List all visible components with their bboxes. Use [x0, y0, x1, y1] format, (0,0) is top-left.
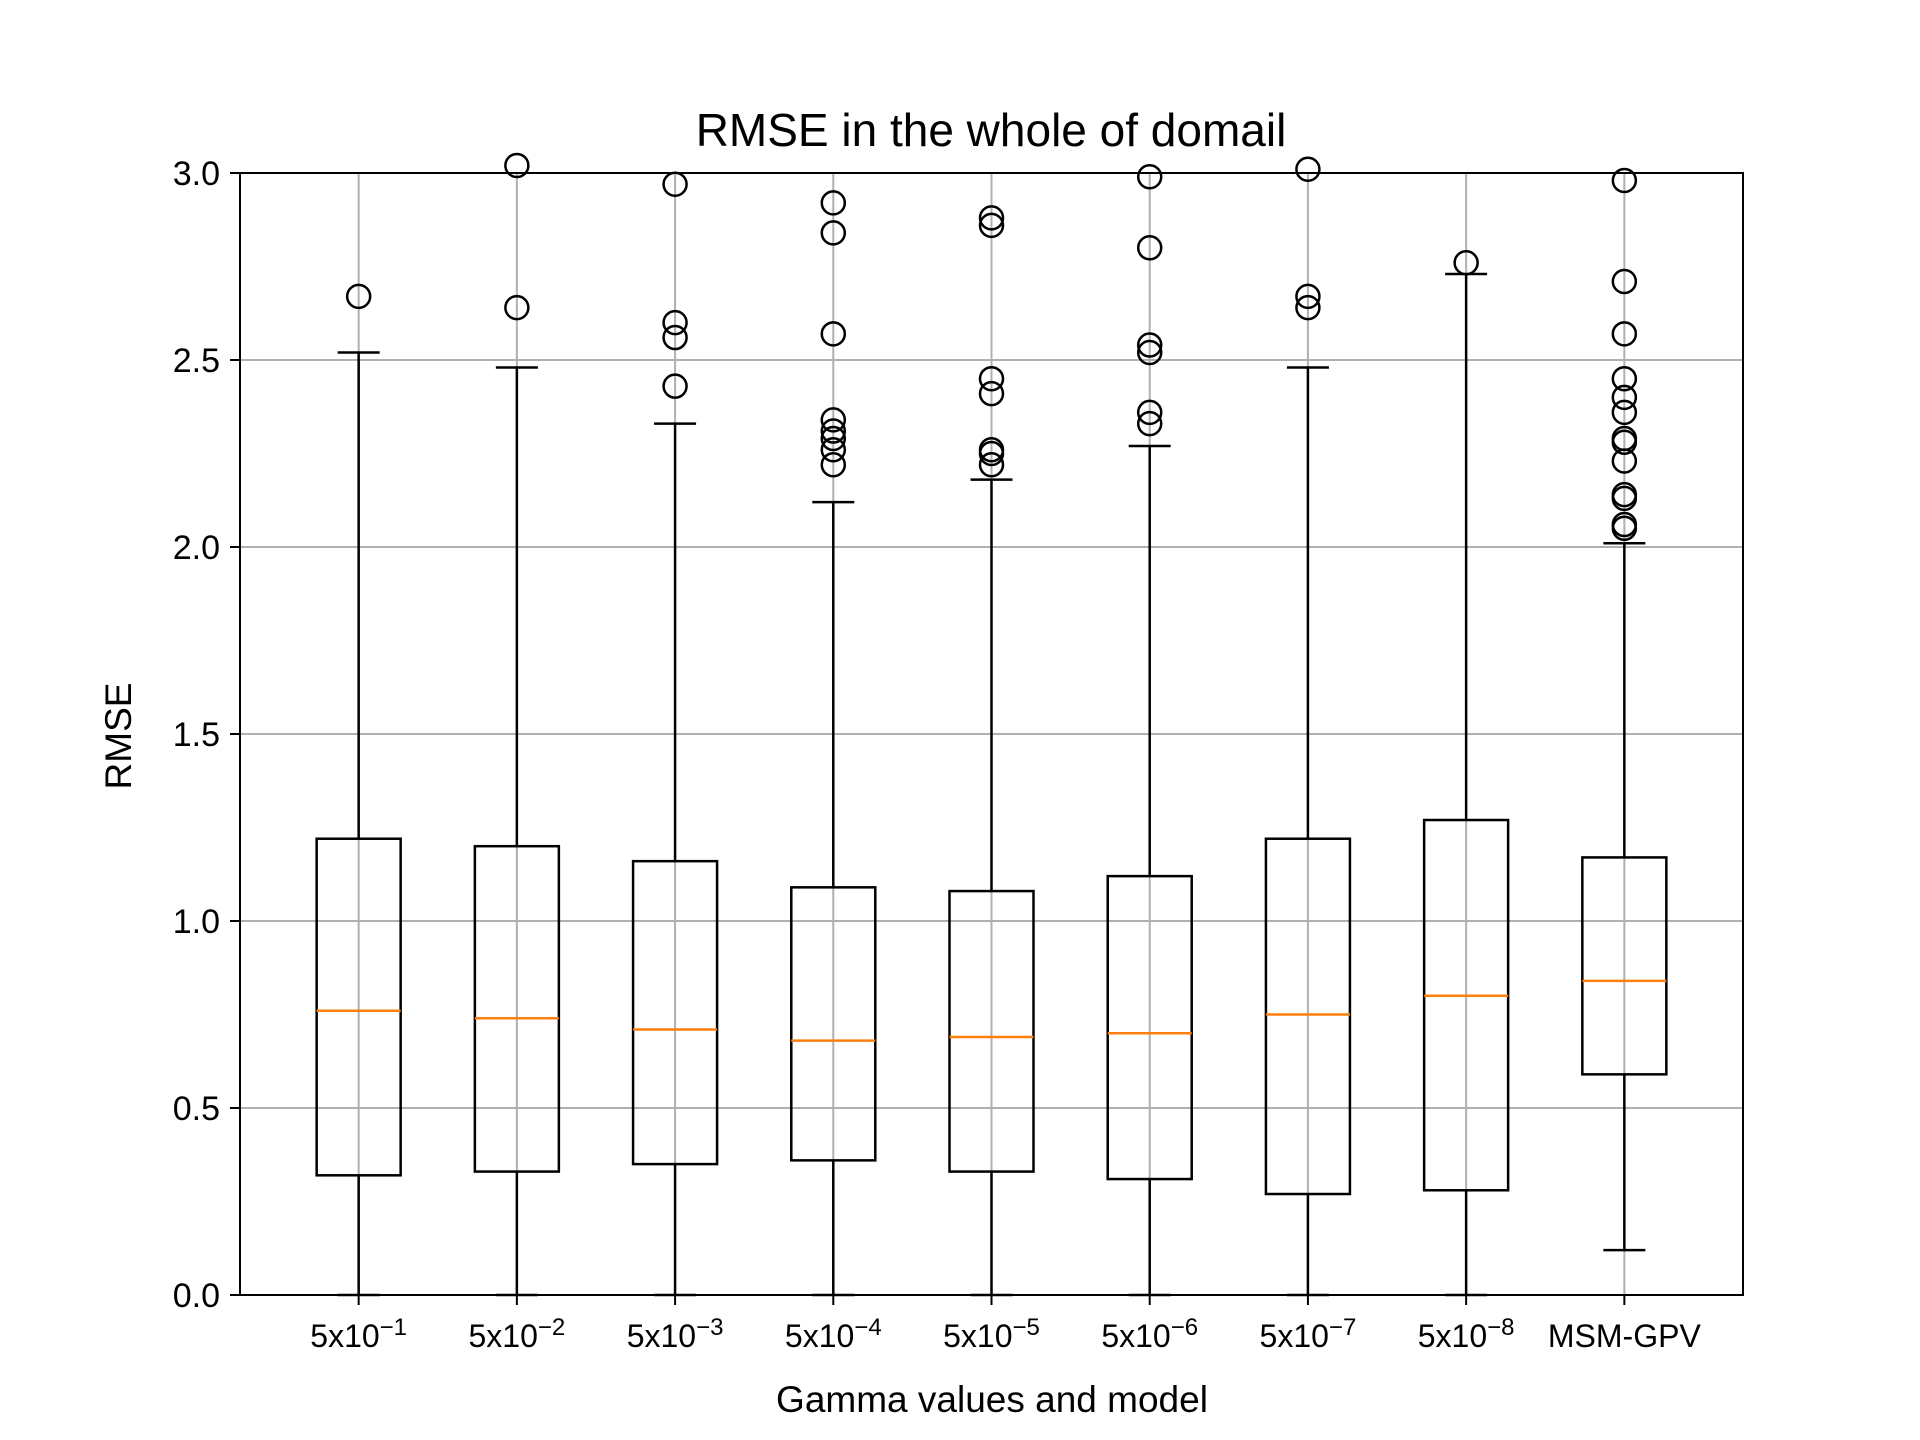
outlier-point — [1611, 481, 1638, 508]
outlier-point — [978, 365, 1005, 392]
outlier-point — [1611, 425, 1638, 452]
y-tick-label: 1.5 — [173, 716, 220, 754]
x-tick-label: 5x10−6 — [1101, 1314, 1198, 1354]
y-tick-label: 2.0 — [173, 529, 220, 567]
axes: 0.0 0.5 1.0 1.5 2.0 2.5 3.0 5x10−1 5x10−2 5x10−3 5… — [173, 155, 1702, 1354]
outlier-point — [978, 380, 1005, 407]
y-tick-label: 3.0 — [173, 155, 220, 193]
y-tick-label: 1.0 — [173, 903, 220, 941]
outlier-point — [978, 212, 1005, 239]
chart-title: RMSE in the whole of domail — [696, 104, 1287, 156]
box-group — [631, 171, 719, 1297]
outlier-point — [1295, 283, 1321, 310]
x-tick-label: 5x10−5 — [943, 1314, 1040, 1354]
box-group — [1581, 167, 1668, 1252]
outlier-point — [504, 152, 530, 179]
outlier-point — [1453, 250, 1479, 276]
outlier-point — [1136, 235, 1163, 261]
outlier-point — [1295, 156, 1321, 183]
outlier-point — [662, 309, 688, 336]
outlier-point — [1136, 339, 1163, 366]
iqr-box — [631, 859, 719, 1166]
y-tick-label: 0.0 — [173, 1277, 220, 1315]
outlier-point — [978, 437, 1005, 463]
outlier-point — [820, 321, 847, 347]
x-axis-label: Gamma values and model — [776, 1379, 1208, 1420]
iqr-box — [1264, 837, 1352, 1196]
outlier-point — [1611, 268, 1638, 295]
outlier-point — [662, 373, 688, 399]
x-tick-label: 5x10−7 — [1260, 1314, 1357, 1354]
outlier-point — [820, 407, 847, 433]
outlier-point — [504, 294, 530, 321]
outlier-point — [1136, 410, 1163, 437]
iqr-box — [1422, 818, 1510, 1192]
x-tick-label: 5x10−8 — [1418, 1314, 1515, 1354]
outlier-point — [1136, 163, 1163, 190]
box-group — [315, 283, 402, 1297]
outlier-point — [820, 190, 847, 216]
iqr-box — [1106, 874, 1193, 1181]
outlier-point — [662, 324, 688, 351]
outlier-point — [820, 425, 847, 452]
x-tick-label: MSM-GPV — [1548, 1318, 1702, 1354]
x-tick-label: 5x10−3 — [627, 1314, 724, 1354]
x-tick-label: 5x10−1 — [310, 1314, 407, 1354]
iqr-box — [948, 889, 1035, 1173]
outlier-point — [820, 451, 847, 478]
outlier-point — [1611, 399, 1638, 426]
iqr-box — [1581, 856, 1668, 1076]
plot-marks — [315, 152, 1668, 1297]
box-group — [1264, 156, 1352, 1297]
outlier-point — [820, 437, 847, 463]
outlier-point — [978, 205, 1005, 231]
outlier-point — [1136, 332, 1163, 358]
box-group — [1106, 163, 1193, 1297]
x-tick-label: 5x10−4 — [785, 1314, 882, 1354]
y-axis-label: RMSE — [98, 683, 139, 790]
x-tick-label: 5x10−2 — [468, 1314, 565, 1354]
outlier-point — [1611, 365, 1638, 392]
iqr-box — [473, 844, 561, 1173]
outlier-point — [1611, 511, 1638, 538]
outlier-point — [1611, 321, 1638, 347]
box-group — [948, 205, 1035, 1297]
y-tick-label: 2.5 — [173, 342, 220, 380]
y-tick-label: 0.5 — [173, 1090, 220, 1128]
outlier-point — [820, 418, 847, 444]
outlier-point — [978, 451, 1005, 478]
outlier-point — [1611, 384, 1638, 411]
iqr-box — [315, 837, 402, 1177]
iqr-box — [790, 886, 877, 1162]
outlier-point — [1136, 399, 1163, 426]
outlier-point — [345, 283, 372, 310]
outlier-point — [820, 220, 847, 246]
plot-area-frame — [239, 172, 1744, 1296]
outlier-point — [1295, 294, 1321, 321]
outlier-point — [1611, 167, 1638, 194]
